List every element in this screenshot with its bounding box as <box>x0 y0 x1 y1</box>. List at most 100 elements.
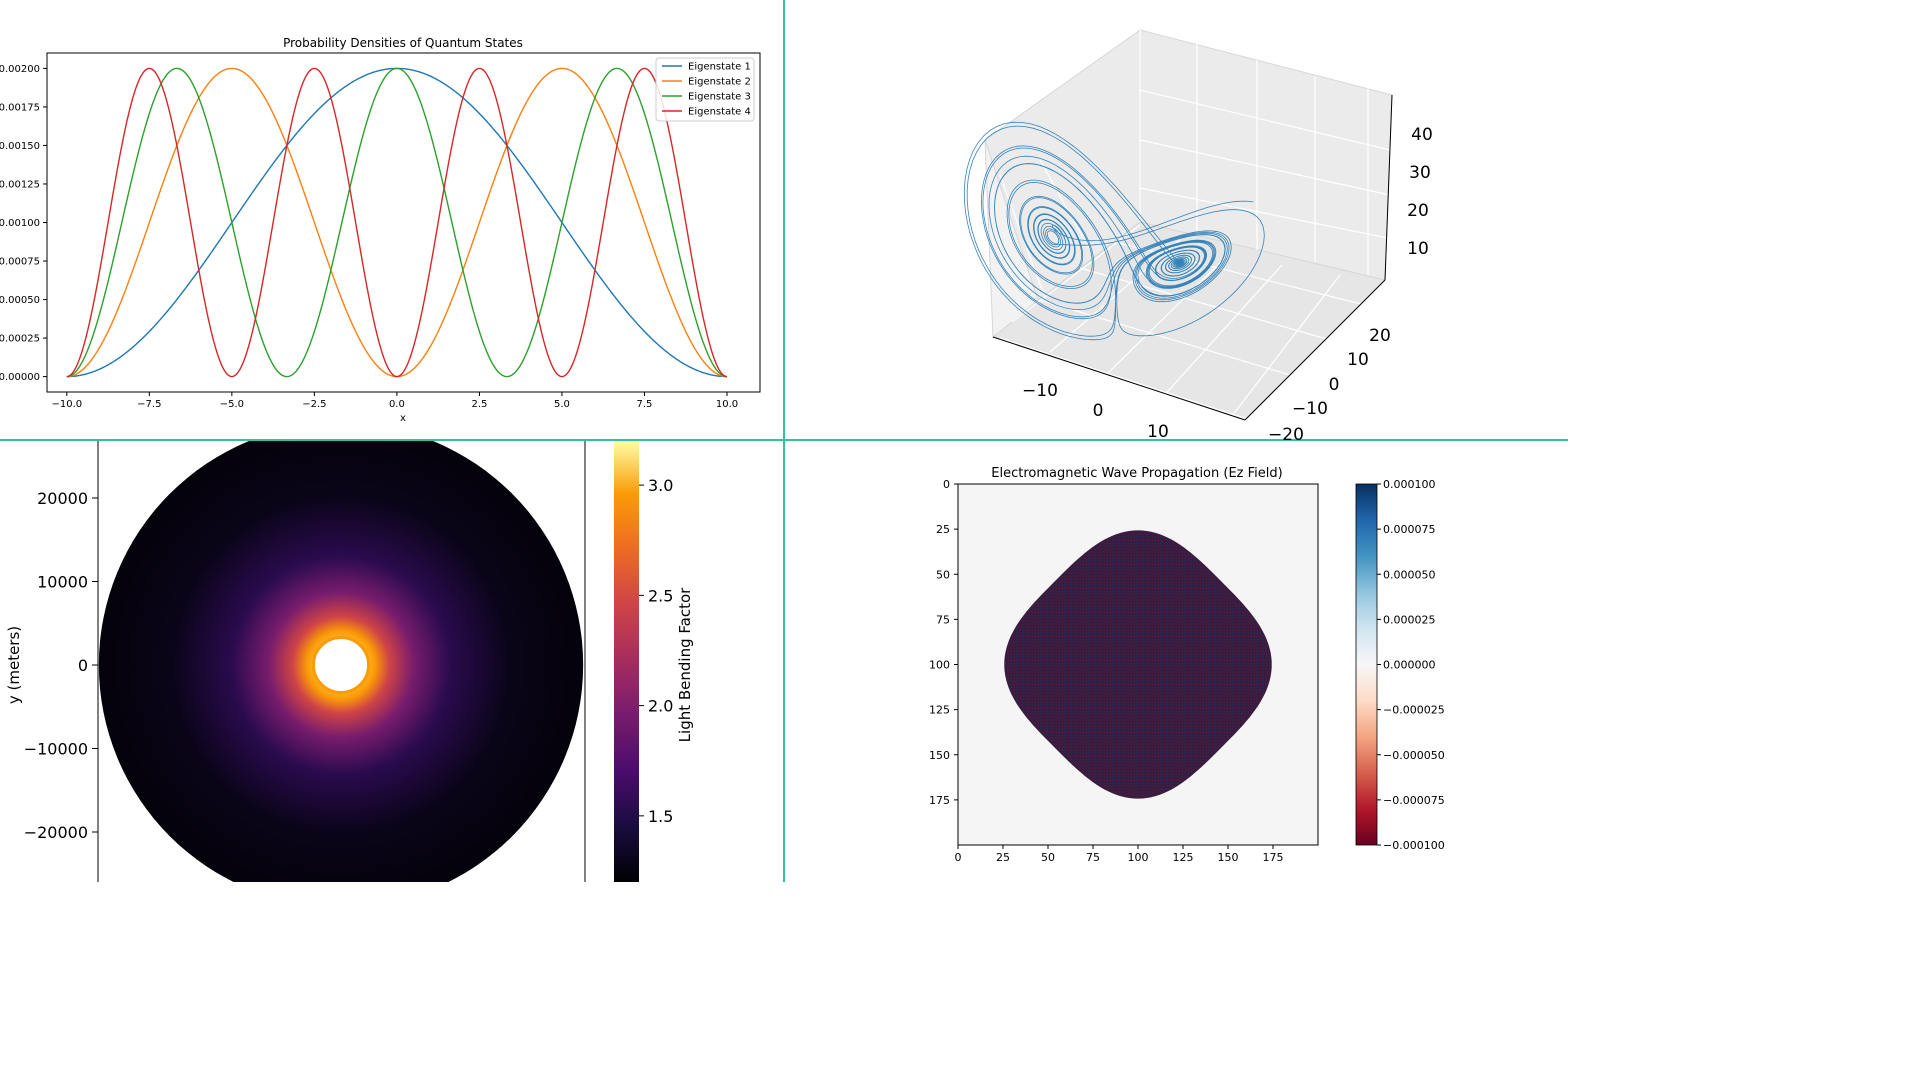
legend-label: Eigenstate 3 <box>688 92 751 103</box>
y-tick-label: 0.00025 <box>0 334 40 345</box>
series-line-2 <box>66 67 728 378</box>
x-tick-label: 150 <box>1218 851 1239 864</box>
legend: Eigenstate 1 Eigenstate 2 Eigenstate 3 Eige… <box>655 57 755 122</box>
y-tick-label: 0.00100 <box>0 218 40 229</box>
colorbar-tick-label: −0.000050 <box>1383 749 1445 762</box>
grid-line <box>1139 89 1391 151</box>
y-tick-label: −10000 <box>24 740 88 759</box>
y-tick-label: 10 <box>1347 350 1369 370</box>
heatmap-area <box>98 441 584 882</box>
colorbar-tick-label: −0.000100 <box>1383 839 1445 852</box>
x-tick-label: 25 <box>996 851 1010 864</box>
grid-line <box>1039 299 1291 376</box>
x-tick-label: 75 <box>1086 851 1100 864</box>
colorbar-tick-label: 2.0 <box>648 697 673 716</box>
y-tick-label: 175 <box>929 794 950 807</box>
em-wave-heatmap: Electromagnetic Wave Propagation (Ez Fie… <box>929 466 1445 864</box>
y-tick-label: 0.00000 <box>0 372 40 383</box>
y-tick-label: 125 <box>929 704 950 717</box>
x-tick-label: 50 <box>1041 851 1055 864</box>
x-tick-label: 0 <box>1093 401 1104 421</box>
y-tick-label: 0.00175 <box>0 102 40 113</box>
quantum-density-chart: Probability Densities of Quantum States … <box>0 36 761 424</box>
chart-title: Electromagnetic Wave Propagation (Ez Fie… <box>991 466 1282 481</box>
colorbar-tick-label: 1.5 <box>648 807 673 826</box>
colorbar-tick-label: −0.000075 <box>1383 794 1445 807</box>
x-tick-label: −10.0 <box>51 399 82 410</box>
y-tick-label: 0.00150 <box>0 141 40 152</box>
x-axis-label: x <box>400 413 406 424</box>
x-tick-label: −2.5 <box>302 399 326 410</box>
y-tick-label: 20000 <box>37 489 88 508</box>
y-axis-label: y (meters) <box>5 626 23 704</box>
legend-label: Eigenstate 4 <box>688 107 751 118</box>
series-line-1 <box>66 67 727 378</box>
z-tick-label: 10 <box>1407 239 1429 259</box>
y-tick-label: 0.00125 <box>0 179 40 190</box>
x-axis-line <box>992 336 1246 421</box>
x-tick-label: 7.5 <box>637 399 653 410</box>
y-axis-line <box>1244 279 1386 421</box>
series-line-3 <box>66 67 728 378</box>
x-tick-label: −7.5 <box>137 399 161 410</box>
colorbar-ticks: 1.5 2.0 2.5 3.0 <box>639 476 673 826</box>
colorbar <box>614 441 639 882</box>
x-tick-label: 2.5 <box>471 399 487 410</box>
y-tick-label: 100 <box>929 659 950 672</box>
y-tick-label: 20 <box>1369 326 1391 346</box>
legend-label: Eigenstate 2 <box>688 77 751 88</box>
x-tick-label: 5.0 <box>554 399 570 410</box>
colorbar-tick-label: 0.000075 <box>1383 523 1436 536</box>
colorbar-tick-label: 3.0 <box>648 476 673 495</box>
colorbar-label: Light Bending Factor <box>676 587 694 742</box>
y-tick-label: 75 <box>936 613 950 626</box>
lensing-heatmap: 20000 10000 0 −10000 −20000 y (meters) 1.5 2.… <box>5 441 694 882</box>
grid-line <box>1079 267 1331 341</box>
y-tick-label: 150 <box>929 749 950 762</box>
z-tick-label: 40 <box>1411 125 1433 145</box>
event-horizon-hole <box>311 635 371 695</box>
legend-label: Eigenstate 1 <box>688 62 751 73</box>
x-tick-label: 0.0 <box>389 399 405 410</box>
x-tick-label: 10 <box>1147 422 1169 442</box>
z-tick-label: 20 <box>1407 201 1429 221</box>
colorbar-tick-label: 0.000050 <box>1383 568 1436 581</box>
x-tick-label: 10.0 <box>716 399 738 410</box>
grid-line <box>1039 159 1091 251</box>
figure-canvas: Probability Densities of Quantum States … <box>0 0 1568 882</box>
y-tick-label: 0.00050 <box>0 295 40 306</box>
grid-line <box>999 337 1251 421</box>
colorbar-tick-label: 2.5 <box>648 586 673 605</box>
x-tick-label: −10 <box>1022 381 1058 401</box>
y-tick-label: −10 <box>1292 399 1328 419</box>
grid-line <box>1231 274 1341 417</box>
series-line-4 <box>66 67 728 378</box>
z-axis-line <box>1384 94 1393 281</box>
x-tick-label: 0 <box>955 851 962 864</box>
lorenz-trajectory <box>963 121 1265 341</box>
chart-title: Probability Densities of Quantum States <box>283 36 523 50</box>
x-tick-label: 175 <box>1263 851 1284 864</box>
axis-ticks: −10.0 −7.5 −5.0 −2.5 0.0 2.5 5.0 7.5 10.0 0.00000… <box>0 64 738 410</box>
colorbar-tick-label: 0.000100 <box>1383 478 1436 491</box>
y-tick-label: 0.00075 <box>0 257 40 268</box>
plot-frame <box>46 52 761 393</box>
colorbar <box>1355 483 1378 846</box>
grid-line <box>1104 252 1231 377</box>
wavefront-region <box>1004 530 1272 799</box>
legend-box <box>655 57 755 122</box>
quadrant-dividers <box>0 0 1568 882</box>
grid-line <box>1139 139 1391 196</box>
y-tick-label: 50 <box>936 568 950 581</box>
grid-line <box>1159 264 1283 401</box>
colorbar-tick-label: 0.000025 <box>1383 613 1436 626</box>
colorbar-ticks: 0.000100 0.000075 0.000050 0.000025 0.000000… <box>1377 478 1445 852</box>
x-tick-label: 125 <box>1173 851 1194 864</box>
pane-back-wall <box>984 29 1393 421</box>
y-tick-label: 10000 <box>37 573 88 592</box>
y-tick-label: 0 <box>78 656 88 675</box>
z-tick-label: 30 <box>1409 163 1431 183</box>
y-tick-label: 25 <box>936 523 950 536</box>
